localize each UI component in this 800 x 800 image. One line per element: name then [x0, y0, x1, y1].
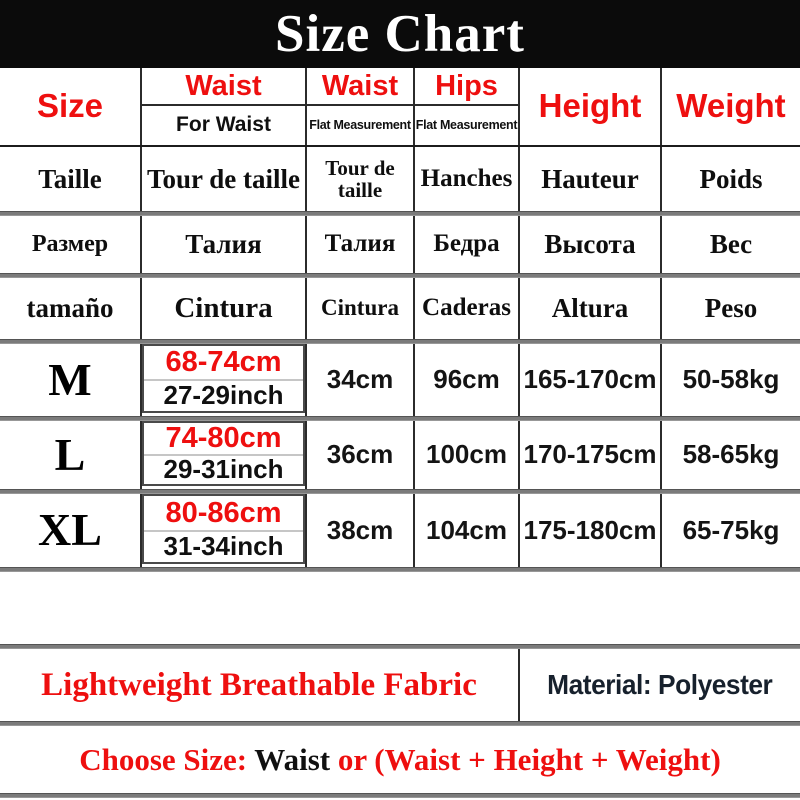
cell-waist-flat-value: 36cm [305, 421, 413, 489]
cell-hips-flat-value: 100cm [413, 421, 518, 489]
cell-hips-fr: Hanches [413, 147, 518, 211]
banner: Size Chart [0, 0, 800, 68]
cell-waist-range: 74-80cm 29-31inch [140, 421, 305, 489]
cell-waist-flat-fr: Tour de taille [305, 147, 413, 211]
cell-size-ru: Размер [31, 230, 109, 257]
cell-size-label: XL [38, 504, 102, 556]
waist-range-box: 74-80cm 29-31inch [142, 421, 305, 486]
cell-waist-fit-fr: Tour de taille [140, 147, 305, 211]
row-separator [0, 273, 800, 278]
cell-waist-flat-ru: Талия [305, 216, 413, 273]
choose-size-suffix: or (Waist + Height + Weight) [330, 741, 721, 777]
cell-waist-range: 80-86cm 31-34inch [140, 494, 305, 567]
cell-size-label: M [48, 353, 92, 405]
fabric-label: Lightweight Breathable Fabric [41, 666, 477, 703]
waist-inch-value: 29-31inch [163, 454, 284, 485]
row-separator [0, 567, 800, 572]
blank-row [0, 572, 800, 644]
table-row-size-l: L 74-80cm 29-31inch 36cm 100cm 170-175cm… [0, 421, 800, 489]
row-separator [0, 489, 800, 494]
row-separator [0, 339, 800, 344]
header-cell-hips: Hips Flat Measurement [413, 68, 518, 145]
cell-waist-flat-value: 38cm [305, 494, 413, 567]
choose-size-emphasis: Waist [254, 741, 331, 777]
cell-hips-ru: Бедра [413, 216, 518, 273]
table-row-russian: Размер Талия Талия Бедра Высота Вес [0, 216, 800, 273]
cell-height-value: 175-180cm [518, 494, 660, 567]
cell-size-label: L [54, 428, 86, 480]
header-hips-sub: Flat Measurement [415, 117, 518, 132]
cell-hips-es: Caderas [413, 278, 518, 339]
cell-weight-fr: Poids [660, 147, 800, 211]
page-title: Size Chart [275, 5, 525, 63]
waist-cm-value: 68-74cm [144, 346, 303, 381]
cell-waist-flat-es: Cintura [305, 278, 413, 339]
row-separator [0, 416, 800, 421]
cell-waist-flat-value: 34cm [305, 344, 413, 416]
cell-weight-value: 65-75kg [660, 494, 800, 567]
cell-size-fr: Taille [38, 163, 102, 194]
table-row-size-m: M 68-74cm 27-29inch 34cm 96cm 165-170cm … [0, 344, 800, 416]
bottom-line [0, 793, 800, 798]
waist-range-box: 68-74cm 27-29inch [142, 344, 305, 413]
cell-waist-fit-ru: Талия [140, 216, 305, 273]
table-row-french: Taille Tour de taille Tour de taille Han… [0, 147, 800, 211]
row-separator [0, 211, 800, 216]
header-cell-weight: Weight [660, 68, 800, 145]
cell-height-fr: Hauteur [518, 147, 660, 211]
header-cell-size: Size [36, 87, 104, 125]
waist-range-box: 80-86cm 31-34inch [142, 494, 305, 564]
cell-weight-value: 50-58kg [660, 344, 800, 416]
cell-hips-flat-value: 96cm [413, 344, 518, 416]
cell-hips-flat-value: 104cm [413, 494, 518, 567]
header-cell-waist-fit: Waist For Waist [140, 68, 305, 145]
header-waist-fit-sub: For Waist [176, 113, 271, 137]
table-header-row: Size Waist For Waist Waist Flat Measurem… [0, 68, 800, 145]
cell-height-ru: Высота [518, 216, 660, 273]
cell-weight-es: Peso [660, 278, 800, 339]
fabric-material-row: Lightweight Breathable Fabric Material: … [0, 649, 800, 721]
header-cell-height: Height [518, 68, 660, 145]
waist-cm-value: 74-80cm [144, 423, 303, 456]
header-cell-waist-flat: Waist Flat Measurement [305, 68, 413, 145]
waist-inch-value: 31-34inch [163, 531, 284, 562]
row-separator [0, 644, 800, 649]
row-separator [0, 721, 800, 726]
cell-waist-range: 68-74cm 27-29inch [140, 344, 305, 416]
cell-height-value: 170-175cm [518, 421, 660, 489]
cell-height-es: Altura [518, 278, 660, 339]
header-waist-fit-label: Waist [142, 68, 305, 106]
header-hips-label: Hips [415, 68, 518, 106]
waist-cm-value: 80-86cm [144, 496, 303, 532]
material-label: Material: Polyester [547, 669, 773, 701]
cell-size-es: tamaño [26, 293, 114, 324]
bottom-margin [0, 798, 800, 800]
header-waist-flat-label: Waist [307, 68, 413, 106]
cell-waist-fit-es: Cintura [140, 278, 305, 339]
table-row-size-xl: XL 80-86cm 31-34inch 38cm 104cm 175-180c… [0, 494, 800, 567]
table-row-spanish: tamaño Cintura Cintura Caderas Altura Pe… [0, 278, 800, 339]
choose-size-prefix: Choose Size: [79, 741, 255, 777]
cell-weight-value: 58-65kg [660, 421, 800, 489]
cell-weight-ru: Вес [660, 216, 800, 273]
header-bottom-line [0, 145, 800, 147]
cell-height-value: 165-170cm [518, 344, 660, 416]
material-cell: Material: Polyester [518, 649, 800, 721]
waist-inch-value: 27-29inch [163, 380, 284, 411]
choose-size-text: Choose Size: Waist or (Waist + Height + … [79, 742, 721, 778]
choose-size-row: Choose Size: Waist or (Waist + Height + … [0, 726, 800, 793]
header-waist-flat-sub: Flat Measurement [309, 117, 411, 132]
